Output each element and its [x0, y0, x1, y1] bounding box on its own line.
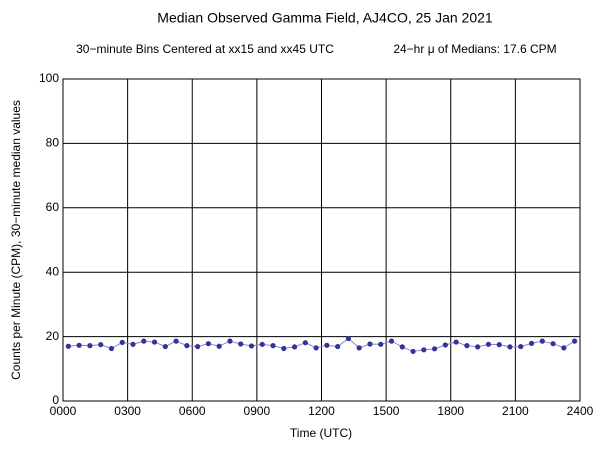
- data-point: [281, 345, 287, 352]
- data-point: [238, 341, 244, 347]
- data-point: [324, 342, 330, 348]
- data-point: [335, 343, 341, 350]
- data-point: [313, 345, 319, 351]
- data-point: [141, 338, 147, 344]
- data-point: [431, 346, 438, 352]
- y-tick-label: 40: [46, 264, 60, 278]
- data-point: [496, 342, 502, 348]
- data-point: [345, 335, 352, 342]
- x-tick-label: 0300: [114, 404, 141, 418]
- data-point: [550, 341, 556, 347]
- x-tick-label: 0600: [179, 404, 206, 418]
- y-tick-label: 20: [46, 329, 60, 343]
- data-point: [65, 343, 71, 349]
- data-point: [291, 344, 298, 350]
- data-point: [130, 341, 136, 347]
- chart-subtitle: 30−minute Bins Centered at xx15 and xx45…: [76, 42, 334, 56]
- data-point: [195, 343, 201, 350]
- data-point: [561, 345, 567, 351]
- data-point: [205, 341, 212, 347]
- x-tick-label: 1800: [437, 404, 464, 418]
- annotation: 24−hr μ of Medians: 17.6 CPM: [393, 42, 556, 56]
- y-tick-label: 60: [46, 200, 60, 214]
- data-point: [248, 343, 255, 349]
- data-point: [259, 341, 265, 347]
- data-point: [464, 343, 470, 349]
- data-point: [227, 338, 233, 344]
- data-point: [528, 340, 535, 346]
- data-point: [173, 338, 179, 344]
- data-point: [388, 338, 395, 344]
- x-tick-label: 2100: [502, 404, 529, 418]
- data-point: [302, 340, 308, 346]
- data-point: [442, 342, 448, 348]
- chart-title: Median Observed Gamma Field, AJ4CO, 25 J…: [157, 10, 493, 26]
- data-point: [485, 341, 492, 347]
- data-point: [378, 341, 384, 347]
- y-tick-label: 80: [46, 136, 60, 150]
- data-point: [367, 341, 373, 347]
- y-tick-label: 100: [39, 71, 59, 85]
- data-point: [356, 345, 362, 351]
- data-point: [453, 339, 459, 345]
- data-point: [76, 342, 82, 348]
- data-point: [119, 339, 125, 345]
- data-point: [184, 343, 190, 349]
- data-point: [421, 347, 427, 353]
- x-tick-label: 1200: [308, 404, 335, 418]
- data-point: [270, 343, 276, 349]
- x-axis-label: Time (UTC): [290, 426, 352, 440]
- data-point: [399, 344, 405, 350]
- data-point: [162, 343, 168, 350]
- data-point: [475, 344, 481, 350]
- x-tick-label: 0900: [244, 404, 271, 418]
- x-tick-label: 0000: [50, 404, 77, 418]
- data-point: [539, 338, 545, 344]
- data-point: [216, 343, 222, 349]
- y-axis-label: Counts per Minute (CPM), 30−minute media…: [9, 100, 23, 380]
- data-point: [507, 344, 513, 350]
- data-point: [151, 339, 158, 345]
- y-tick-label: 0: [52, 393, 59, 407]
- data-point: [410, 348, 416, 355]
- x-tick-label: 1500: [373, 404, 400, 418]
- data-point: [572, 338, 578, 344]
- data-point: [87, 343, 93, 349]
- x-tick-label: 2400: [567, 404, 594, 418]
- data-point: [108, 345, 115, 352]
- data-point: [518, 343, 524, 350]
- data-point: [98, 342, 104, 348]
